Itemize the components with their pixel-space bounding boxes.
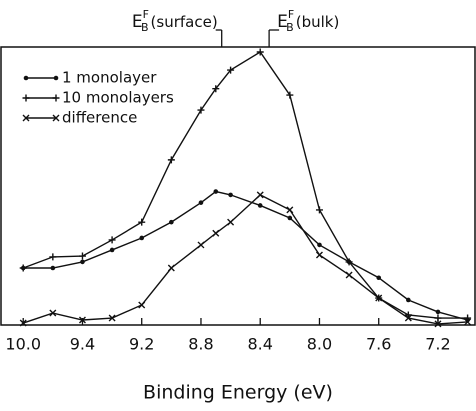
x-tick-label: 7.6 — [366, 335, 391, 354]
point — [78, 316, 86, 324]
point — [317, 242, 322, 248]
legend-label: 1 monolayer — [62, 69, 157, 87]
annotation-symbol: E — [132, 12, 143, 32]
legend-entry: difference — [22, 109, 137, 127]
point — [227, 66, 235, 74]
point — [256, 191, 264, 199]
point — [406, 297, 411, 303]
point — [108, 236, 116, 244]
x-tick-label: 10.0 — [5, 335, 41, 354]
x-tick-label: 7.2 — [425, 335, 450, 354]
point — [198, 200, 204, 205]
point — [50, 265, 56, 271]
point — [315, 251, 323, 259]
point — [286, 206, 294, 214]
x-tick-label: 9.4 — [70, 335, 95, 354]
point — [167, 264, 175, 272]
point — [167, 156, 175, 164]
point — [139, 235, 145, 241]
legend-marker — [22, 94, 30, 102]
point — [345, 271, 353, 279]
legend-label: difference — [62, 109, 137, 127]
point — [109, 247, 115, 253]
series-line — [23, 190, 468, 321]
point — [138, 218, 146, 226]
point — [435, 309, 441, 315]
point — [78, 252, 86, 260]
annotation-text: (bulk) — [296, 13, 340, 31]
x-tick-label: 8.8 — [188, 335, 213, 354]
point — [169, 219, 174, 225]
point — [286, 91, 294, 99]
series — [19, 191, 472, 328]
legend-entry: 1 monolayer — [23, 69, 157, 87]
x-tick-label: 9.2 — [129, 335, 154, 354]
point — [227, 218, 235, 226]
x-tick-label: 8.0 — [307, 335, 332, 354]
point — [212, 85, 220, 93]
legend-label: 10 monolayers — [62, 89, 174, 107]
point — [80, 259, 85, 265]
frame — [0, 46, 476, 326]
legend-marker — [22, 114, 30, 122]
point — [138, 301, 146, 309]
point — [434, 314, 442, 322]
point — [197, 241, 205, 249]
annotation-label: EF B (bulk) — [277, 8, 339, 34]
point — [345, 258, 353, 266]
point — [108, 314, 116, 322]
annotation-sup: F — [143, 8, 149, 21]
point — [228, 192, 233, 198]
point — [404, 314, 412, 322]
legend-marker — [53, 75, 59, 81]
annotation-symbol: E — [277, 12, 288, 32]
point — [213, 189, 219, 194]
point — [434, 320, 442, 328]
series — [19, 48, 472, 322]
point — [197, 106, 205, 114]
point — [49, 253, 57, 261]
legend-marker — [23, 75, 29, 81]
point — [375, 294, 383, 302]
annotation-sub: B — [286, 21, 294, 34]
legend-marker — [52, 94, 60, 102]
annotation-text: (surface) — [151, 13, 218, 31]
point — [256, 48, 264, 56]
point — [212, 229, 220, 237]
legend-marker — [52, 114, 60, 122]
annotation-sup: F — [288, 8, 294, 21]
annotation-label: EF B (surface) — [132, 8, 218, 34]
annotation-sub: B — [141, 21, 149, 34]
point — [49, 309, 57, 317]
annotation: EF B (surface) — [132, 8, 223, 47]
point — [376, 275, 382, 281]
annotation: EF B (bulk) — [268, 8, 339, 47]
point — [464, 318, 472, 326]
point — [464, 314, 472, 322]
point — [19, 319, 27, 327]
point — [315, 206, 323, 214]
x-axis-label: Binding Energy (eV) — [143, 382, 333, 404]
x-tick-label: 8.4 — [247, 335, 272, 354]
legend-entry: 10 monolayers — [22, 89, 174, 107]
point — [257, 203, 263, 208]
point — [287, 215, 293, 221]
point — [19, 264, 27, 272]
